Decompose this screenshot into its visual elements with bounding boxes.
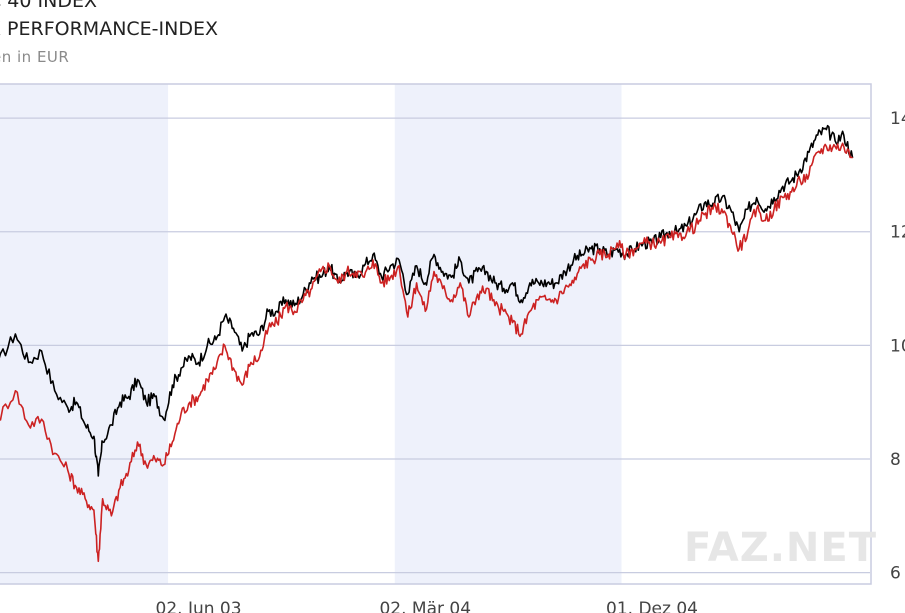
y-tick-label-12: 12 bbox=[890, 223, 905, 243]
x-tick-label-3: 01. Dez 04 bbox=[606, 599, 698, 613]
plot-frame bbox=[0, 83, 872, 585]
y-tick-label-6: 6 bbox=[890, 564, 901, 584]
x-axis-ticks: 02. Jun 03 02. Mär 04 01. Dez 04 bbox=[156, 599, 698, 613]
legend-series-2: X PERFORMANCE-INDEX bbox=[0, 18, 219, 40]
y-tick-label-10: 10 bbox=[890, 336, 905, 356]
shaded-band-2 bbox=[394, 84, 622, 584]
series-line-2 bbox=[0, 142, 853, 563]
y-tick-label-8: 8 bbox=[890, 450, 901, 470]
x-tick-label-1: 02. Jun 03 bbox=[156, 599, 242, 613]
watermark: FAZ.NET bbox=[684, 525, 877, 571]
series-lines bbox=[0, 124, 854, 563]
unit-label: en in EUR bbox=[0, 48, 70, 66]
series-line-1 bbox=[0, 124, 854, 477]
legend-series-1: C 40 INDEX bbox=[0, 0, 97, 12]
shaded-band-1 bbox=[0, 84, 169, 584]
y-tick-label-14: 14 bbox=[890, 109, 905, 129]
x-tick-label-2: 02. Mär 04 bbox=[379, 599, 471, 613]
y-axis-ticks: 14 12 10 8 6 bbox=[890, 109, 905, 584]
shaded-bands bbox=[0, 84, 622, 584]
